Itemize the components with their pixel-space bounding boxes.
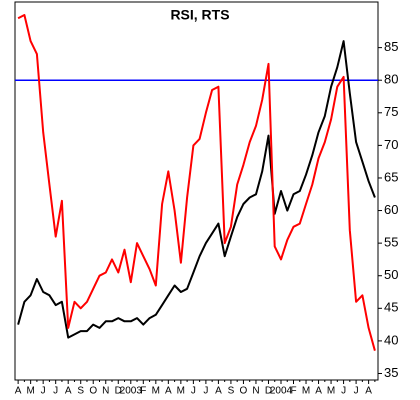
- x-tick-label: 2004: [270, 386, 293, 397]
- x-tick-label: A: [65, 386, 72, 397]
- x-tick-label: J: [341, 386, 346, 397]
- x-tick-label: N: [102, 386, 109, 397]
- x-tick-label: O: [89, 386, 97, 397]
- x-tick-label: D: [265, 386, 272, 397]
- x-tick-label: J: [203, 386, 208, 397]
- y-tick-label: 65: [384, 169, 398, 184]
- y-tick-label: 75: [384, 104, 398, 119]
- x-tick-label: F: [290, 386, 296, 397]
- chart-title: RSI, RTS: [170, 7, 229, 23]
- x-tick-label: J: [354, 386, 359, 397]
- x-tick-label: M: [177, 386, 185, 397]
- x-tick-label: A: [215, 386, 222, 397]
- x-tick-label: A: [365, 386, 372, 397]
- plot-frame: [14, 1, 379, 381]
- series-line: [17, 14, 376, 351]
- y-tick-label: 80: [384, 72, 398, 87]
- x-tick-label: O: [240, 386, 248, 397]
- x-tick-label: A: [15, 386, 22, 397]
- x-tick-label: D: [115, 386, 122, 397]
- x-tick-label: J: [53, 386, 58, 397]
- x-tick-label: M: [302, 386, 310, 397]
- x-tick-label: S: [228, 386, 235, 397]
- x-tick-label: M: [327, 386, 335, 397]
- x-tick-label: 2003: [120, 386, 143, 397]
- y-tick-label: 55: [384, 235, 398, 250]
- y-tick-label: 85: [384, 39, 398, 54]
- x-tick-label: A: [165, 386, 172, 397]
- x-tick-label: N: [252, 386, 259, 397]
- y-tick-label: 45: [384, 300, 398, 315]
- y-tick-label: 70: [384, 137, 398, 152]
- y-tick-label: 50: [384, 267, 398, 282]
- x-tick-label: J: [191, 386, 196, 397]
- y-tick-label: 35: [384, 365, 398, 380]
- x-tick-label: F: [140, 386, 146, 397]
- series-line: [17, 40, 376, 339]
- x-tick-label: M: [152, 386, 160, 397]
- x-tick-label: J: [41, 386, 46, 397]
- y-tick-label: 60: [384, 202, 398, 217]
- y-tick-label: 40: [384, 332, 398, 347]
- x-tick-label: S: [77, 386, 84, 397]
- x-tick-label: A: [315, 386, 322, 397]
- x-tick-label: M: [26, 386, 34, 397]
